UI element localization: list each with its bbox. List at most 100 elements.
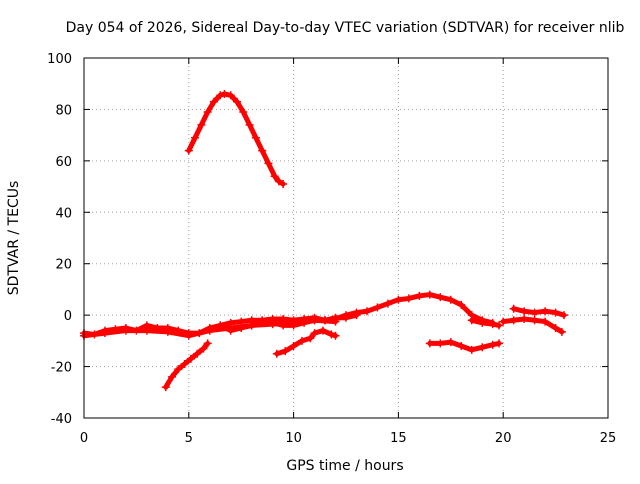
series-arc-third [216,311,361,335]
x-axis-label: GPS time / hours [286,458,403,474]
series-arc-peak [184,90,288,188]
data-point [258,146,267,155]
data-point [352,311,361,320]
data-point [258,318,267,327]
data-point [289,321,298,330]
series-arc-low-left [161,339,212,392]
data-point [541,317,550,326]
data-point [551,324,560,332]
data-point [174,365,183,374]
x-tick-label: 25 [600,431,617,446]
series-arc-low-right [425,338,504,354]
data-point [425,290,434,299]
data-point [551,308,560,317]
data-point [394,295,403,304]
data-point [499,317,508,326]
data-point [478,343,487,352]
data-point [520,307,529,316]
data-point [318,326,327,335]
data-point [495,339,504,348]
x-tick-label: 0 [80,431,88,446]
data-point [279,321,288,330]
data-point [541,307,550,316]
data-point [520,315,529,323]
data-point [297,336,306,345]
data-point [186,354,195,363]
data-point [247,321,256,330]
data-point [331,331,340,340]
grid [84,58,608,418]
y-tick-label: 100 [47,52,72,67]
data-point [342,313,350,322]
data-point [509,304,518,313]
data-point [383,299,392,308]
y-tick-label: 80 [55,103,72,118]
data-point [205,326,214,335]
data-point [425,339,434,348]
plot-frame [83,57,609,419]
data-point [457,342,466,350]
data-point [478,318,487,327]
y-tick-label: -40 [51,412,72,427]
data-point [509,316,518,325]
data-point [404,294,413,303]
data-point [436,293,445,302]
data-point [557,327,566,336]
data-point [216,321,225,330]
series-trace [81,292,496,337]
data-point [226,326,235,335]
data-point [436,339,445,348]
data-point [237,324,246,332]
data-point [530,308,539,317]
x-tick-label: 10 [285,431,302,446]
ticks: 0 5 10 15 20 25 -40 -20 0 20 40 60 80 100 [47,52,616,446]
y-tick-label: 20 [55,258,72,273]
data-point [203,108,212,116]
chart-title: Day 054 of 2026, Sidereal Day-to-day VTE… [66,20,625,36]
series-trace [163,340,211,390]
data-point [251,133,260,142]
data-point [184,146,193,155]
data-point [184,331,193,340]
data-point [220,90,229,98]
data-point [163,327,172,336]
data-point [415,291,424,300]
data-point [168,372,177,381]
data-point [331,313,340,322]
data-point [310,329,319,338]
y-tick-label: 60 [55,155,72,170]
data-point [467,316,476,325]
data-point [268,318,277,327]
data-point [270,172,279,181]
data-point [281,347,290,356]
data-point [209,97,218,106]
series-arc-right-c [509,304,568,320]
data-point [327,330,336,339]
data-point [321,316,330,325]
data-point [239,108,248,116]
data-point [495,321,504,330]
data-point [121,326,130,335]
data-point [457,300,466,309]
data-point [272,349,281,358]
data-point [362,307,371,316]
data-point [467,345,476,354]
data-point [300,318,309,327]
data-point [488,340,497,349]
data-point [100,329,109,338]
data-point [199,344,208,353]
series-arc-right-b [499,315,566,336]
data-point [226,91,235,100]
data-point [488,320,497,329]
data-point [373,303,382,312]
series-trace [186,91,286,187]
data-point [530,316,539,325]
data-point [289,342,298,350]
data-point [306,334,315,343]
data-point [264,159,273,168]
series-arc-right-a [467,316,504,330]
data-point [142,326,151,335]
y-axis-label: SDTVAR / TECUs [6,181,22,296]
